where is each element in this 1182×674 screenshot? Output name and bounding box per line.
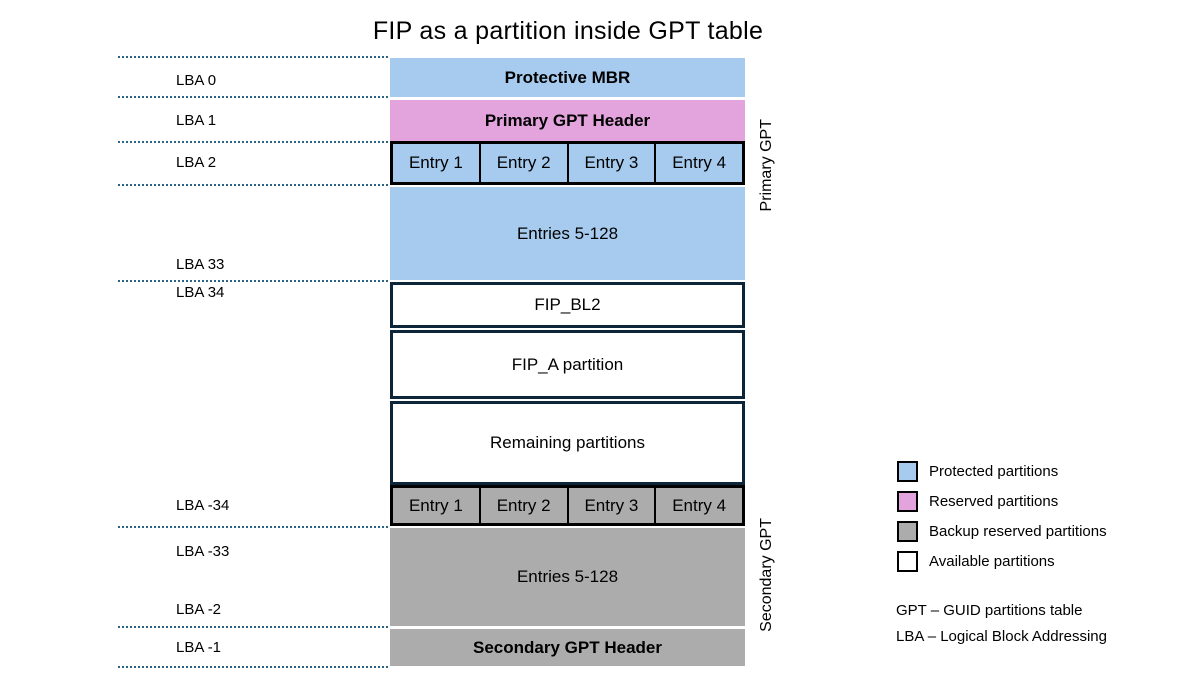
legend-item-backup: Backup reserved partitions [897, 520, 1107, 542]
secondary-entry-row: Entry 1 Entry 2 Entry 3 Entry 4 [390, 485, 745, 526]
block-remaining-partitions: Remaining partitions [390, 401, 745, 485]
secondary-entry-4: Entry 4 [654, 488, 742, 523]
lba-label-2: LBA 2 [176, 154, 217, 171]
primary-entry-1: Entry 1 [393, 144, 479, 182]
dotted-line-lba-34-bottom [118, 526, 388, 528]
legend-swatch-reserved [897, 490, 918, 512]
secondary-entry-1: Entry 1 [393, 488, 479, 523]
secondary-gpt-side-label-text: Secondary GPT [758, 518, 775, 632]
legend-item-reserved: Reserved partitions [897, 490, 1058, 512]
block-secondary-entries-5-128: Entries 5-128 [390, 528, 745, 626]
dotted-line-lba-1-bottom [118, 666, 388, 668]
lba-label-34: LBA 34 [176, 284, 225, 301]
dotted-line-lba0-bottom [118, 96, 388, 98]
dotted-line-lba0-top [118, 56, 388, 58]
block-primary-gpt-header: Primary GPT Header [390, 100, 745, 141]
dotted-line-lba2-bottom [118, 184, 388, 186]
diagram-title: FIP as a partition inside GPT table [372, 17, 764, 45]
abbrev-lba: LBA – Logical Block Addressing [896, 628, 1107, 645]
legend-swatch-protected [897, 460, 918, 482]
primary-entry-4: Entry 4 [654, 144, 742, 182]
lba-label-m1: LBA -1 [176, 639, 222, 656]
primary-entry-row: Entry 1 Entry 2 Entry 3 Entry 4 [390, 141, 745, 185]
block-fip-bl2: FIP_BL2 [390, 282, 745, 328]
abbrev-gpt: GPT – GUID partitions table [896, 602, 1083, 619]
lba-label-m2: LBA -2 [176, 601, 222, 618]
primary-gpt-side-label: Primary GPT [750, 95, 784, 235]
primary-entry-3: Entry 3 [566, 144, 655, 182]
legend-swatch-available [897, 550, 918, 572]
lba-label-m33: LBA -33 [176, 543, 230, 560]
secondary-gpt-side-label: Secondary GPT [750, 495, 784, 655]
legend-label-available: Available partitions [929, 552, 1055, 570]
block-secondary-gpt-header: Secondary GPT Header [390, 629, 745, 666]
legend-label-reserved: Reserved partitions [929, 492, 1059, 510]
dotted-line-lba-2-bottom [118, 626, 388, 628]
lba-label-0: LBA 0 [176, 72, 217, 89]
lba-label-1: LBA 1 [176, 112, 217, 129]
secondary-entry-3: Entry 3 [566, 488, 655, 523]
legend-label-protected: Protected partitions [929, 462, 1059, 480]
legend-label-backup: Backup reserved partitions [929, 522, 1107, 540]
primary-gpt-side-label-text: Primary GPT [758, 118, 775, 212]
primary-entry-2: Entry 2 [478, 144, 567, 182]
legend-item-protected: Protected partitions [897, 460, 1058, 482]
legend-swatch-backup [897, 520, 918, 542]
block-fip-a-partition: FIP_A partition [390, 330, 745, 399]
dotted-line-lba1-bottom [118, 141, 388, 143]
dotted-line-lba33-bottom [118, 280, 388, 282]
block-protective-mbr: Protective MBR [390, 58, 745, 97]
block-primary-entries-5-128: Entries 5-128 [390, 187, 745, 280]
lba-label-m34: LBA -34 [176, 497, 230, 514]
legend-item-available: Available partitions [897, 550, 1055, 572]
lba-label-33: LBA 33 [176, 256, 225, 273]
secondary-entry-2: Entry 2 [478, 488, 567, 523]
